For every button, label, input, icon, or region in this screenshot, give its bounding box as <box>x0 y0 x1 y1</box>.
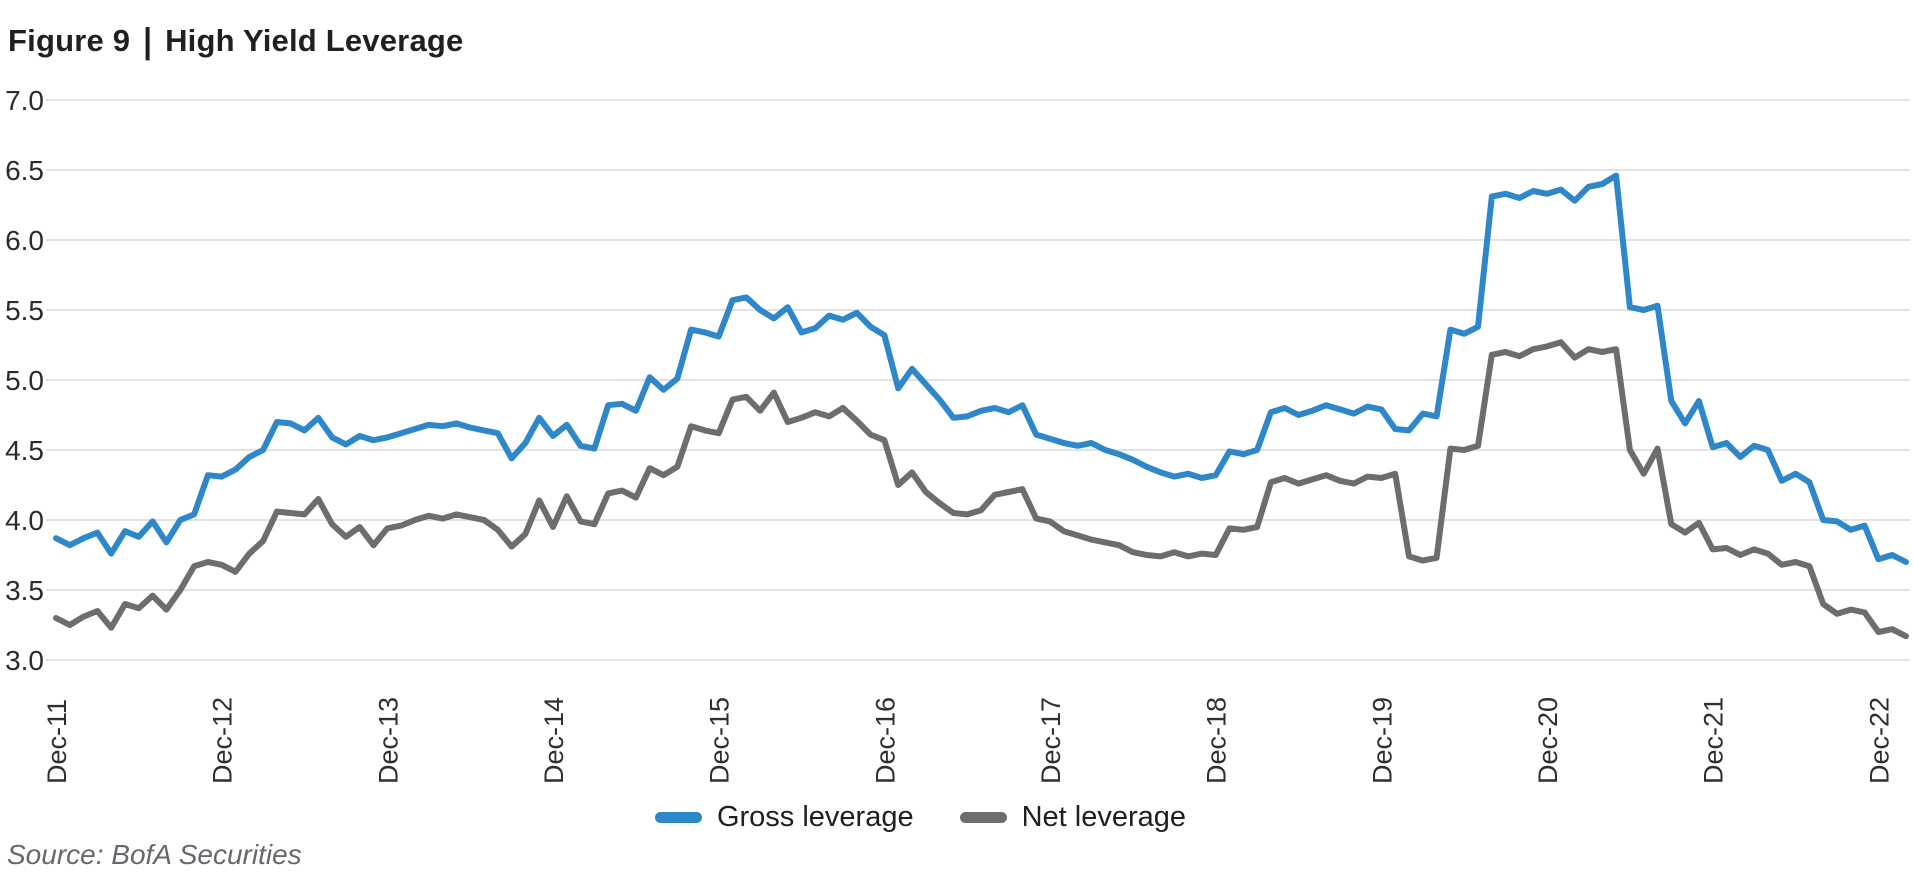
net-leverage-line <box>53 339 1909 640</box>
y-axis-label: 6.0 <box>5 225 44 256</box>
y-axis-label: 3.0 <box>5 645 44 676</box>
y-axis-label: 4.5 <box>5 435 44 466</box>
figure-label: Figure 9 <box>8 22 131 58</box>
gridlines <box>46 99 1910 661</box>
legend-item-gross-leverage: Gross leverage <box>654 801 914 834</box>
y-axis-label: 5.5 <box>5 295 44 326</box>
y-axis-label: 7.0 <box>5 85 44 116</box>
x-axis-label: Dec-16 <box>870 697 900 784</box>
series-lines <box>53 172 1909 640</box>
gross-leverage-line <box>53 172 1909 565</box>
source-note: Source: BofA Securities <box>7 839 302 870</box>
x-axis-label: Dec-20 <box>1533 697 1563 784</box>
y-axis-labels: 7.0 6.5 6.0 5.5 5.0 4.5 4.0 3.5 3.0 <box>5 85 44 676</box>
title-separator: | <box>143 20 153 61</box>
x-axis-label: Dec-14 <box>539 697 569 784</box>
title-text: High Yield Leverage <box>165 22 464 58</box>
y-axis-label: 4.0 <box>5 505 44 536</box>
x-axis-label: Dec-19 <box>1367 697 1397 784</box>
gross-leverage-swatch-icon <box>654 812 702 823</box>
y-axis-label: 3.5 <box>5 575 44 606</box>
x-axis-label: Dec-15 <box>705 697 735 784</box>
x-axis-label: Dec-12 <box>208 697 238 784</box>
x-axis-label: Dec-11 <box>42 699 72 784</box>
x-axis-label: Dec-17 <box>1036 697 1066 784</box>
x-axis-label: Dec-13 <box>373 697 403 784</box>
x-axis-labels: Dec-11 Dec-12 Dec-13 Dec-14 Dec-15 Dec-16 Dec-… <box>42 697 1894 784</box>
x-axis-label: Dec-21 <box>1699 697 1729 784</box>
figure-title: Figure 9 | High Yield Leverage <box>8 20 464 61</box>
chart-legend: Gross leverage Net leverage <box>0 801 1877 834</box>
x-axis-label: Dec-22 <box>1864 697 1894 784</box>
legend-label-net: Net leverage <box>1021 801 1187 833</box>
y-axis-label: 6.5 <box>5 155 44 186</box>
legend-label-gross: Gross leverage <box>716 801 914 833</box>
legend-item-net-leverage: Net leverage <box>959 801 1187 834</box>
x-axis-label: Dec-18 <box>1202 697 1232 784</box>
y-axis-label: 5.0 <box>5 365 44 396</box>
net-leverage-swatch-icon <box>959 812 1007 823</box>
